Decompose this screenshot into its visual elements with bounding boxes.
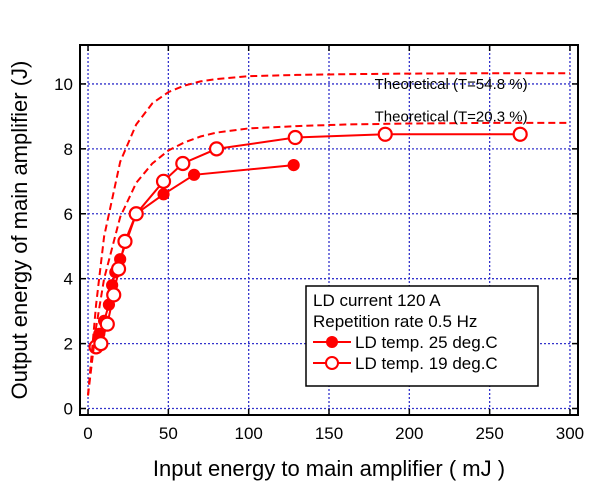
legend-entry-label: LD temp. 25 deg.C [355,333,498,352]
y-tick-label: 2 [64,335,73,354]
series-line-theoretical-t-54-8 [87,72,570,396]
legend-box [305,285,539,387]
data-point-ld-temp-19-deg-c [512,126,528,142]
x-tick-label: 0 [83,424,92,443]
data-point-ld-temp-19-deg-c [377,126,393,142]
data-point-ld-temp-25-deg-c [157,188,170,201]
legend: LD current 120 A Repetition rate 0.5 Hz LD… [305,285,539,387]
y-tick-label: 0 [64,400,73,419]
data-point-ld-temp-25-deg-c [287,158,300,172]
x-tick-label: 200 [395,424,423,443]
legend-swatch-marker [325,356,339,370]
x-tick-label: 300 [556,424,584,443]
theoretical-annotation: Theoretical (T=54.8 %) [375,76,528,93]
data-point-ld-temp-19-deg-c [106,287,122,303]
x-tick-label: 150 [315,424,343,443]
x-tick-label: 50 [159,424,178,443]
grid-lines [80,45,578,415]
series-layer [87,72,570,396]
data-point-ld-temp-19-deg-c [287,129,303,146]
data-point-ld-temp-19-deg-c [128,206,144,222]
y-tick-label: 8 [64,140,73,159]
data-point-ld-temp-19-deg-c [99,316,115,332]
legend-swatch-marker [326,336,338,348]
y-tick-label: 10 [54,75,73,94]
series-line-ld-temp-25-deg-c [98,164,294,335]
y-tick-label: 6 [64,205,73,224]
annotations: Theoretical (T=54.8 %) Theoretical (T=20.… [375,76,528,125]
data-point-ld-temp-19-deg-c [117,233,133,249]
x-tick-label: 250 [475,424,503,443]
y-axis-title: Output energy of main amplifier (J) [7,61,32,400]
x-tick-label: 100 [234,424,262,443]
data-point-ld-temp-19-deg-c [110,261,127,277]
data-point-ld-temp-19-deg-c [175,155,191,172]
data-point-ld-temp-19-deg-c [155,173,172,189]
y-tick-label: 4 [64,270,73,289]
legend-info-line: LD current 120 A [313,291,441,310]
series-line-theoretical-t-20-3 [87,121,570,396]
data-point-ld-temp-19-deg-c [93,335,109,352]
x-axis-title: Input energy to main amplifier ( mJ ) [153,456,505,481]
data-point-ld-temp-25-deg-c [187,168,201,181]
y-axis: 0 2 4 6 8 10 [54,75,578,419]
legend-entry-label: LD temp. 19 deg.C [355,354,498,373]
x-axis: 0 50 100 150 200 250 300 [83,45,584,443]
legend-info-line: Repetition rate 0.5 Hz [313,312,477,331]
data-point-ld-temp-19-deg-c [208,141,225,157]
theoretical-annotation: Theoretical (T=20.3 %) [375,108,528,125]
